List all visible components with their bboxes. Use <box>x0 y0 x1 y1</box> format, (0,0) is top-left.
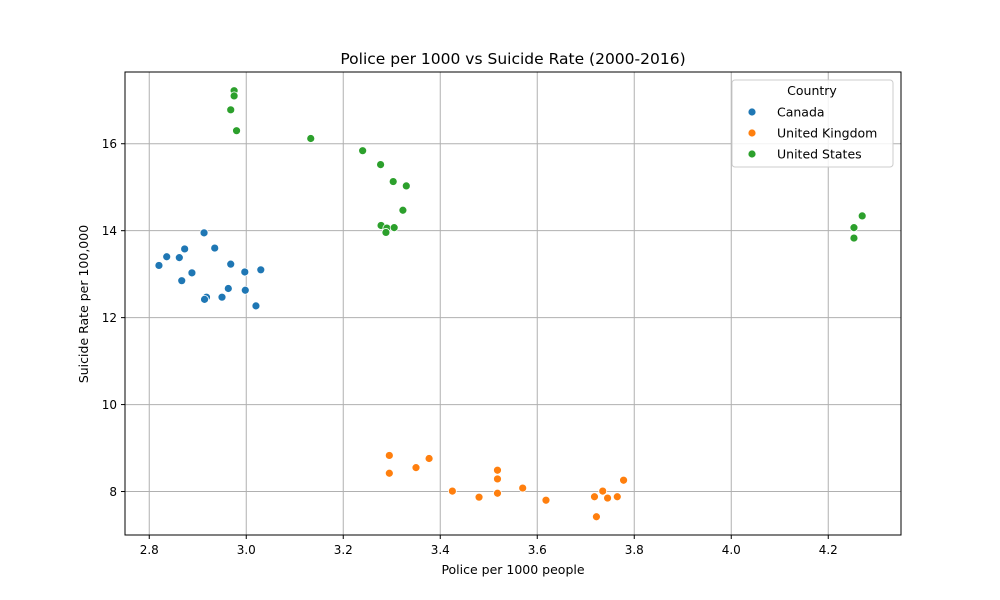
legend-marker <box>747 149 757 159</box>
data-point <box>251 301 261 311</box>
data-point <box>381 228 391 237</box>
legend-marker <box>747 128 757 138</box>
data-point <box>200 294 209 304</box>
data-point <box>401 181 411 191</box>
chart-title: Police per 1000 vs Suicide Rate (2000-20… <box>340 50 685 68</box>
data-point <box>849 233 859 243</box>
data-point <box>518 483 528 493</box>
data-point <box>256 265 266 275</box>
data-point <box>493 465 502 475</box>
plot-frame <box>124 71 902 536</box>
data-point <box>612 492 622 502</box>
y-tick-label: 16 <box>102 137 117 151</box>
data-point <box>857 211 867 221</box>
data-point <box>199 228 209 238</box>
data-point <box>177 276 187 286</box>
x-tick-label: 4.0 <box>722 543 741 557</box>
data-point <box>174 253 184 263</box>
data-point <box>389 223 399 233</box>
legend-label: United States <box>777 147 862 162</box>
y-tick-label: 14 <box>102 224 117 238</box>
data-point <box>376 160 385 170</box>
x-tick-label: 3.6 <box>528 543 547 557</box>
data-point <box>240 285 250 295</box>
data-point <box>180 244 190 254</box>
data-point <box>217 292 227 302</box>
x-tick-label: 4.2 <box>819 543 838 557</box>
data-point <box>384 468 394 478</box>
data-point <box>398 205 408 215</box>
data-point <box>229 91 239 101</box>
data-point <box>447 486 457 496</box>
legend-label: Canada <box>777 105 825 120</box>
data-point <box>603 493 612 503</box>
data-point <box>474 492 484 502</box>
x-tick-label: 3.4 <box>431 543 450 557</box>
data-point <box>388 177 398 186</box>
data-point <box>849 223 859 233</box>
x-tick-label: 2.8 <box>140 543 159 557</box>
data-point <box>358 146 368 156</box>
data-point <box>223 284 233 293</box>
data-point <box>598 486 608 496</box>
legend-marker <box>747 107 757 117</box>
data-point <box>592 512 601 522</box>
data-point <box>384 451 394 460</box>
data-point <box>619 475 628 485</box>
y-tick-label: 10 <box>102 398 117 412</box>
data-point <box>154 261 164 270</box>
x-tick-label: 3.8 <box>625 543 644 557</box>
data-points <box>154 86 867 522</box>
data-point <box>493 488 502 498</box>
x-axis-label: Police per 1000 people <box>441 562 584 577</box>
legend-title: Country <box>787 83 837 98</box>
data-point <box>187 268 197 278</box>
data-point <box>541 495 551 505</box>
data-point <box>226 259 236 269</box>
data-point <box>590 492 599 502</box>
data-point <box>226 105 236 115</box>
data-point <box>162 252 172 262</box>
x-tick-label: 3.2 <box>334 543 353 557</box>
axis-ticks: 2.8 3.0 3.2 3.4 3.6 3.8 4.0 4.2 8 10 12 14 16 <box>102 137 838 557</box>
data-point <box>306 134 316 143</box>
data-point <box>411 463 421 473</box>
y-axis-label: Suicide Rate per 100,000 <box>76 225 91 383</box>
legend-box <box>731 79 894 168</box>
legend: Country Canada United Kingdom United State… <box>731 79 894 168</box>
data-point <box>232 126 241 136</box>
y-tick-label: 8 <box>109 485 117 499</box>
data-point <box>210 243 220 253</box>
data-point <box>424 454 434 463</box>
legend-label: United Kingdom <box>777 126 877 141</box>
y-tick-label: 12 <box>102 311 117 325</box>
data-point <box>240 267 250 277</box>
data-point <box>493 474 502 484</box>
x-tick-label: 3.0 <box>237 543 256 557</box>
